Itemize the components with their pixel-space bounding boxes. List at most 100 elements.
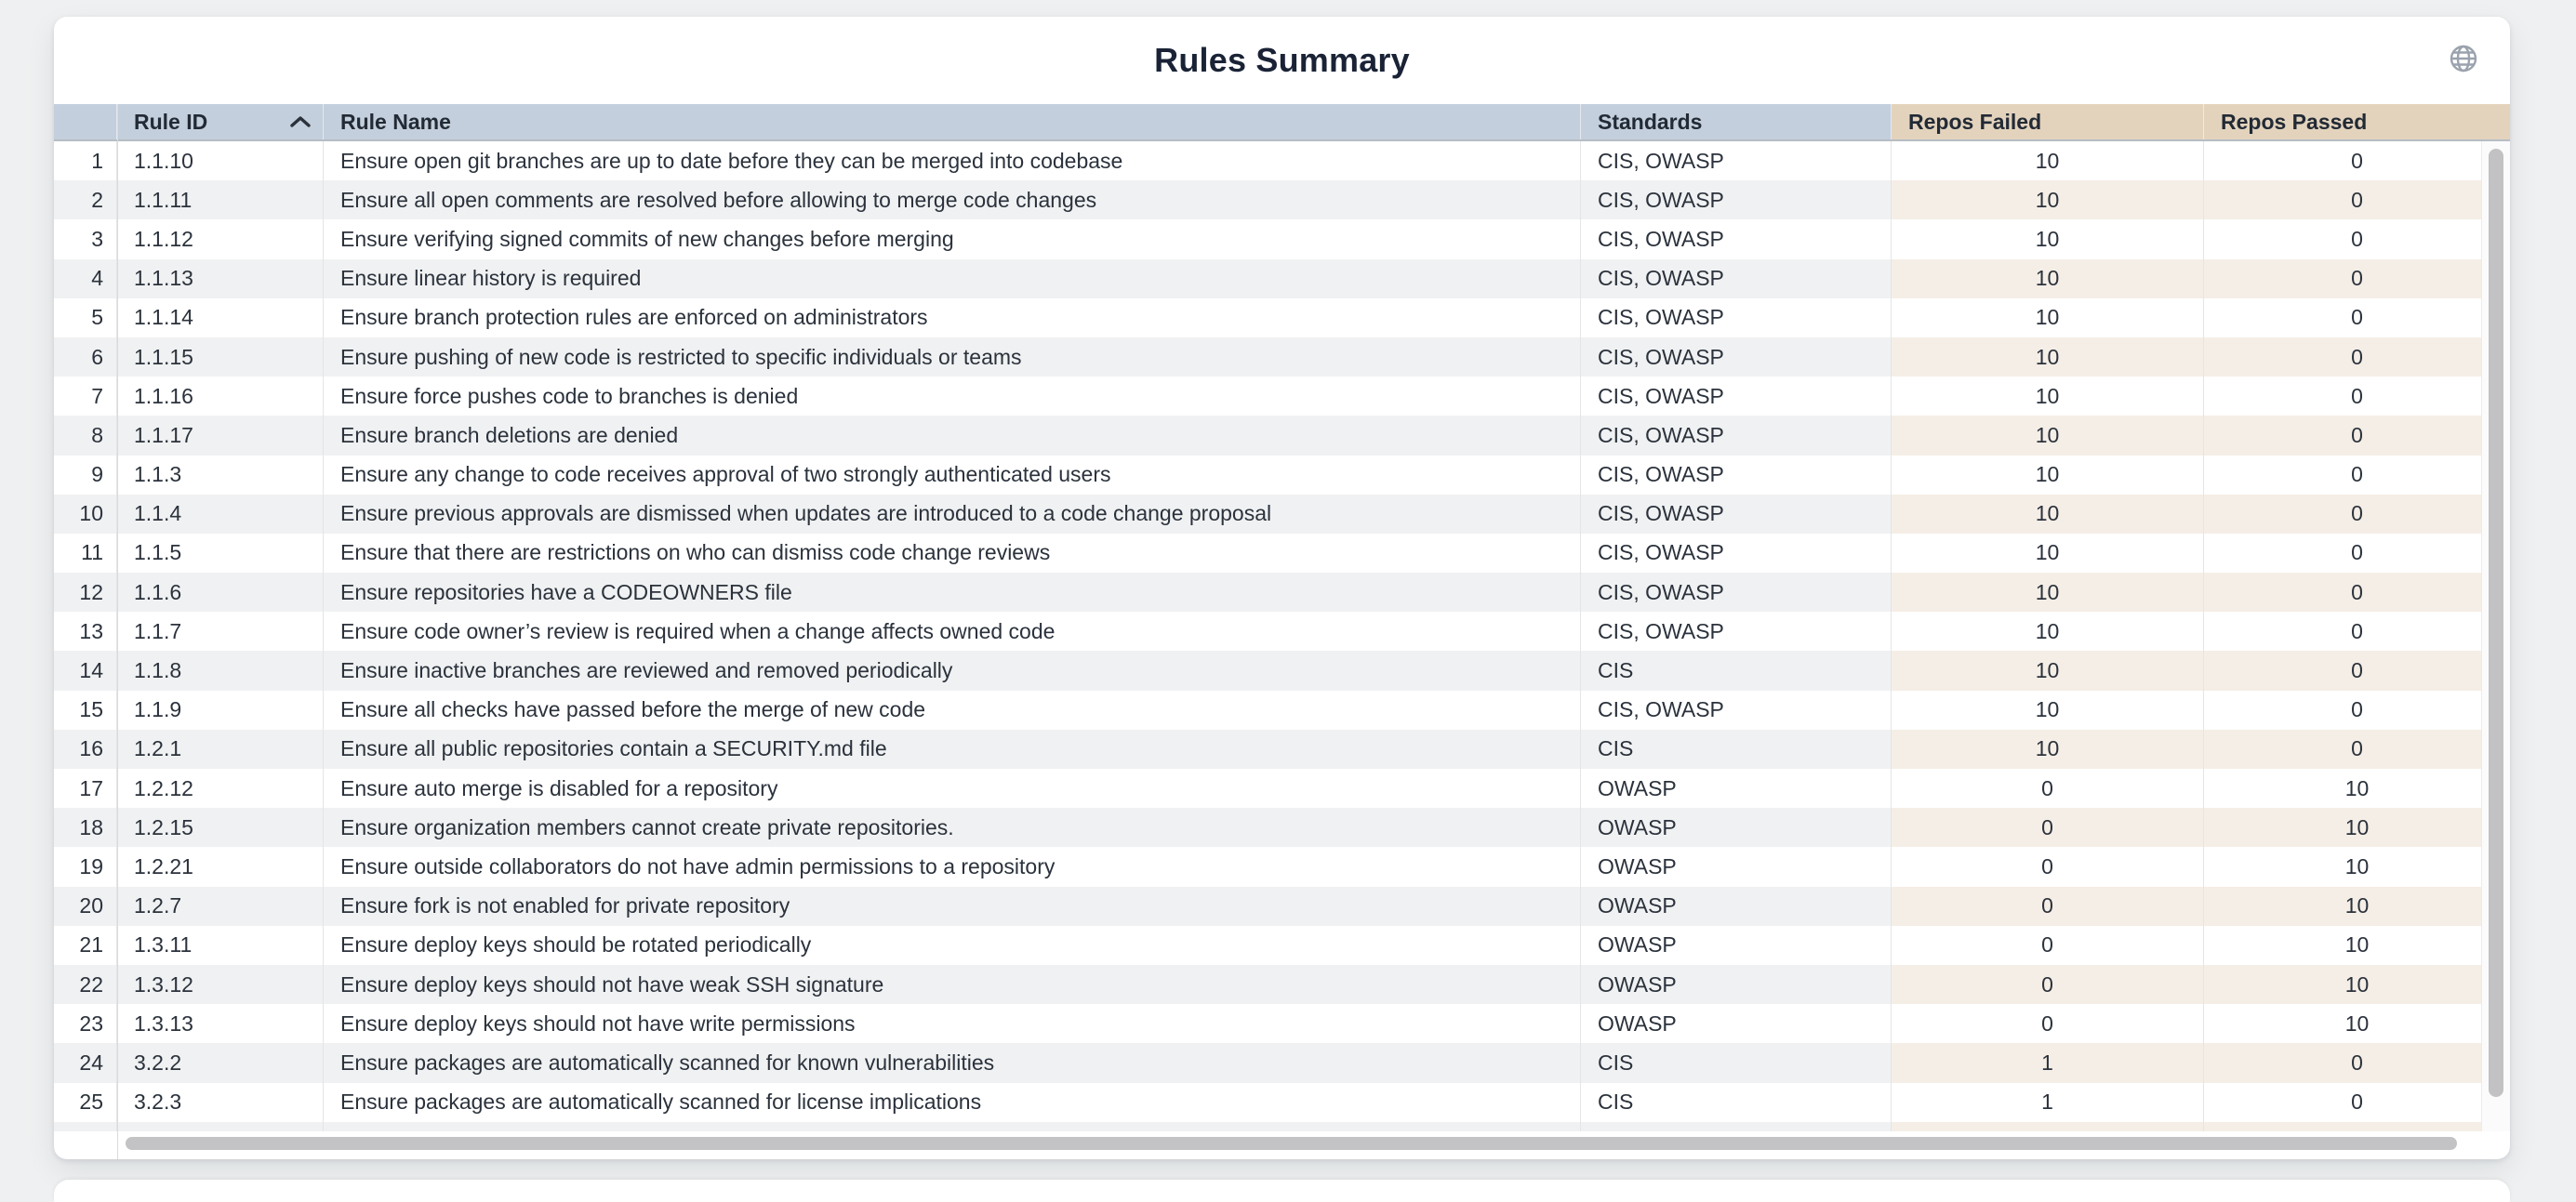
cell-rule-name [324, 1121, 1581, 1131]
cell-row-number: 9 [54, 455, 117, 495]
cell-repos-failed: 10 [1892, 573, 2204, 613]
cell-repos-passed: 10 [2204, 964, 2510, 1005]
table-row: 14 1.1.8 Ensure inactive branches are re… [54, 651, 2510, 691]
table-row: 12 1.1.6 Ensure repositories have a CODE… [54, 573, 2510, 613]
cell-rule-name: Ensure code owner’s review is required w… [324, 612, 1581, 652]
cell-repos-failed: 10 [1892, 455, 2204, 495]
cell-repos-failed: 0 [1892, 1004, 2204, 1044]
cell-row-number: 13 [54, 612, 117, 652]
cell-rule-name: Ensure that there are restrictions on wh… [324, 533, 1581, 574]
next-card-top-edge [54, 1180, 2510, 1202]
cell-rule-id: 1.1.8 [117, 651, 324, 691]
cell-repos-failed: 10 [1892, 690, 2204, 730]
cell-repos-passed: 10 [2204, 925, 2510, 965]
cell-repos-failed: 1 [1892, 1082, 2204, 1122]
cell-standards: CIS [1581, 729, 1892, 769]
cell-row-number [54, 1121, 117, 1131]
cell-row-number: 12 [54, 573, 117, 613]
cell-repos-failed: 10 [1892, 651, 2204, 691]
table-row: 20 1.2.7 Ensure fork is not enabled for … [54, 886, 2510, 926]
vertical-scrollbar-thumb[interactable] [2489, 149, 2503, 1097]
cell-repos-passed: 0 [2204, 416, 2510, 456]
cell-standards: OWASP [1581, 769, 1892, 809]
cell-rule-name: Ensure verifying signed commits of new c… [324, 219, 1581, 259]
cell-row-number: 3 [54, 219, 117, 259]
header-rule-name[interactable]: Rule Name [324, 104, 1581, 139]
cell-rule-id [117, 1121, 324, 1131]
cell-standards: CIS [1581, 651, 1892, 691]
table-scroll-viewport[interactable]: 1 1.1.10 Ensure open git branches are up… [54, 141, 2510, 1131]
cell-rule-id: 1.3.13 [117, 1004, 324, 1044]
cell-repos-passed: 0 [2204, 258, 2510, 298]
cell-row-number: 23 [54, 1004, 117, 1044]
cell-rule-id: 1.1.10 [117, 141, 324, 181]
header-standards[interactable]: Standards [1581, 104, 1892, 139]
cell-repos-failed: 10 [1892, 533, 2204, 574]
page-title: Rules Summary [1154, 41, 1410, 79]
cell-rule-name: Ensure outside collaborators do not have… [324, 847, 1581, 887]
cell-standards: CIS, OWASP [1581, 297, 1892, 337]
cell-row-number: 2 [54, 180, 117, 220]
cell-rule-id: 1.1.3 [117, 455, 324, 495]
cell-rule-name: Ensure all checks have passed before the… [324, 690, 1581, 730]
cell-repos-passed: 10 [2204, 886, 2510, 926]
cell-repos-failed: 0 [1892, 847, 2204, 887]
table-row: 3 1.1.12 Ensure verifying signed commits… [54, 219, 2510, 259]
cell-repos-passed: 0 [2204, 1082, 2510, 1122]
cell-standards: OWASP [1581, 925, 1892, 965]
cell-repos-failed: 1 [1892, 1043, 2204, 1083]
cell-repos-passed: 0 [2204, 612, 2510, 652]
table-row: 7 1.1.16 Ensure force pushes code to bra… [54, 376, 2510, 416]
cell-rule-id: 1.2.15 [117, 808, 324, 848]
cell-standards: CIS, OWASP [1581, 690, 1892, 730]
cell-rule-name: Ensure all public repositories contain a… [324, 729, 1581, 769]
cell-rule-id: 1.1.9 [117, 690, 324, 730]
header-repos-passed[interactable]: Repos Passed [2204, 104, 2510, 139]
cell-repos-failed [1892, 1121, 2204, 1131]
cell-standards: CIS, OWASP [1581, 376, 1892, 416]
cell-row-number: 18 [54, 808, 117, 848]
cell-repos-failed: 0 [1892, 886, 2204, 926]
cell-row-number: 15 [54, 690, 117, 730]
cell-row-number: 25 [54, 1082, 117, 1122]
cell-repos-passed [2204, 1121, 2510, 1131]
cell-standards: CIS, OWASP [1581, 455, 1892, 495]
globe-icon [2449, 44, 2478, 73]
sort-ascending-icon [289, 115, 312, 128]
cell-rule-id: 1.2.1 [117, 729, 324, 769]
header-repos-failed[interactable]: Repos Failed [1892, 104, 2204, 139]
cell-rule-id: 1.1.6 [117, 573, 324, 613]
cell-standards: CIS, OWASP [1581, 337, 1892, 377]
cell-repos-failed: 0 [1892, 769, 2204, 809]
cell-rule-id: 1.1.5 [117, 533, 324, 574]
table-row: 17 1.2.12 Ensure auto merge is disabled … [54, 769, 2510, 809]
table-row: 5 1.1.14 Ensure branch protection rules … [54, 297, 2510, 337]
cell-rule-name: Ensure organization members cannot creat… [324, 808, 1581, 848]
cell-rule-id: 1.3.12 [117, 964, 324, 1005]
globe-button[interactable] [2449, 44, 2478, 73]
header-rule-id[interactable]: Rule ID [117, 104, 324, 139]
cell-standards: CIS [1581, 1082, 1892, 1122]
cell-repos-failed: 10 [1892, 376, 2204, 416]
cell-repos-passed: 0 [2204, 219, 2510, 259]
cell-repos-passed: 0 [2204, 729, 2510, 769]
cell-standards: CIS [1581, 1043, 1892, 1083]
table-row: 13 1.1.7 Ensure code owner’s review is r… [54, 612, 2510, 652]
cell-row-number: 14 [54, 651, 117, 691]
cell-rule-id: 1.1.7 [117, 612, 324, 652]
cell-repos-passed: 0 [2204, 494, 2510, 534]
cell-rule-id: 1.1.16 [117, 376, 324, 416]
table-row: 11 1.1.5 Ensure that there are restricti… [54, 533, 2510, 574]
cell-rule-name: Ensure auto merge is disabled for a repo… [324, 769, 1581, 809]
cell-rule-id: 1.1.13 [117, 258, 324, 298]
partially-visible-row [54, 1121, 2510, 1131]
cell-rule-name: Ensure deploy keys should be rotated per… [324, 925, 1581, 965]
cell-rule-name: Ensure packages are automatically scanne… [324, 1082, 1581, 1122]
horizontal-scrollbar-thumb[interactable] [126, 1137, 2457, 1150]
cell-rule-name: Ensure previous approvals are dismissed … [324, 494, 1581, 534]
table-row: 16 1.2.1 Ensure all public repositories … [54, 729, 2510, 769]
cell-repos-failed: 10 [1892, 612, 2204, 652]
cell-standards: CIS, OWASP [1581, 141, 1892, 181]
vertical-scrollbar-track[interactable] [2481, 141, 2510, 1131]
cell-rule-name: Ensure repositories have a CODEOWNERS fi… [324, 573, 1581, 613]
